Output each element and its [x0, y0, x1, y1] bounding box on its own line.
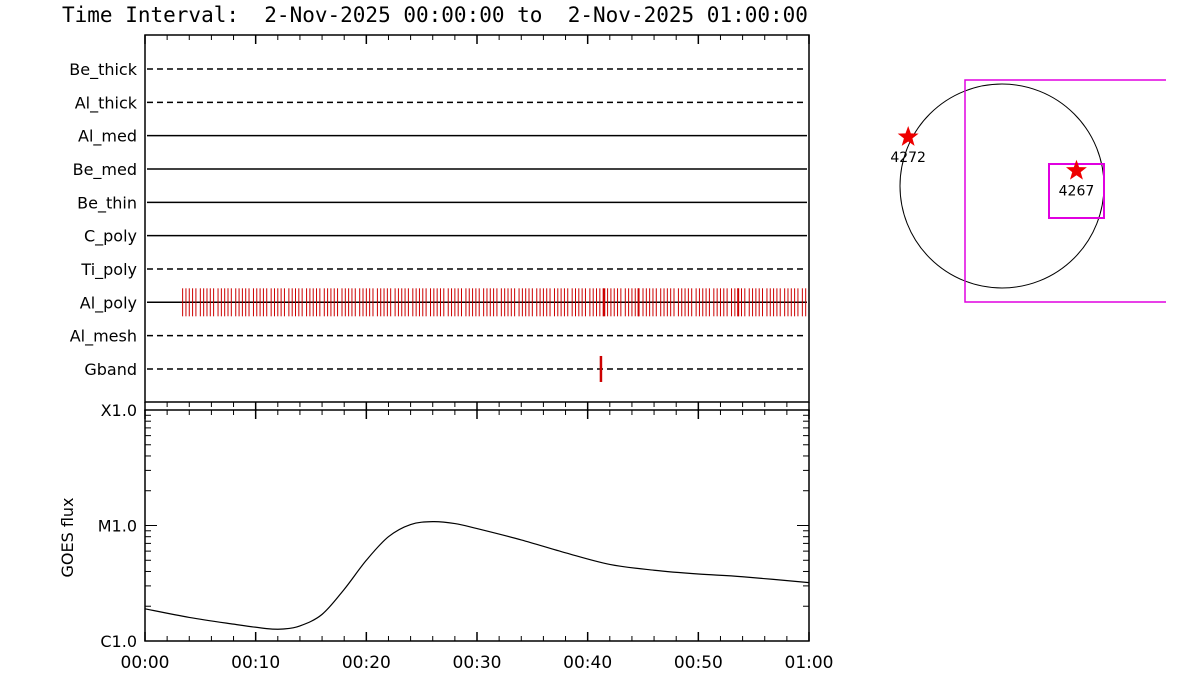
goes-y-tick-label: X1.0 [101, 401, 137, 420]
goes-y-tick-label: C1.0 [100, 632, 137, 651]
filter-label-be-thin: Be_thin [77, 193, 137, 213]
goes-x-tick-label: 00:30 [453, 653, 502, 673]
filter-label-al-mesh: Al_mesh [70, 327, 137, 347]
filter-label-al-med: Al_med [78, 127, 137, 147]
filter-label-al-thick: Al_thick [75, 93, 138, 113]
active-region-star-4267 [1066, 159, 1087, 180]
filter-label-be-med: Be_med [73, 160, 137, 180]
filter-label-al-poly: Al_poly [80, 293, 137, 313]
goes-flux-panel: 00:00 00:10 00:20 00:30 00:40 00:50 01:00 C1.0 M… [58, 401, 834, 673]
filter-timeline-panel: Be_thick Al_thick Al_med Be_med Be_thin C_pol… [69, 34, 810, 403]
active-region-label-4267: 4267 [1059, 184, 1095, 200]
goes-flux-curve [144, 521, 810, 630]
goes-y-axis-label: GOES flux [58, 497, 77, 577]
goes-x-tick-label: 00:00 [121, 653, 170, 673]
filter-label-be-thick: Be_thick [69, 60, 137, 80]
solar-disk-map: 4272 4267 [890, 79, 1166, 303]
active-region-star-4272 [897, 126, 919, 146]
filter-label-c-poly: C_poly [84, 227, 137, 247]
xrt-fov-box [964, 79, 1166, 303]
time-interval-title: Time Interval: 2-Nov-2025 00:00:00 to 2-… [62, 3, 808, 27]
goes-y-tick-label: M1.0 [98, 517, 137, 536]
filter-label-gband: Gband [84, 360, 137, 379]
active-region-label-4272: 4272 [890, 150, 926, 166]
goes-x-tick-label: 00:50 [674, 653, 723, 673]
goes-x-tick-label: 00:20 [342, 653, 391, 673]
goes-x-tick-label: 01:00 [785, 653, 834, 673]
goes-x-tick-label: 00:40 [563, 653, 612, 673]
goes-x-tick-label: 00:10 [231, 653, 280, 673]
timeline-frame [144, 34, 810, 403]
filter-label-ti-poly: Ti_poly [80, 260, 137, 280]
goes-frame [144, 409, 810, 642]
